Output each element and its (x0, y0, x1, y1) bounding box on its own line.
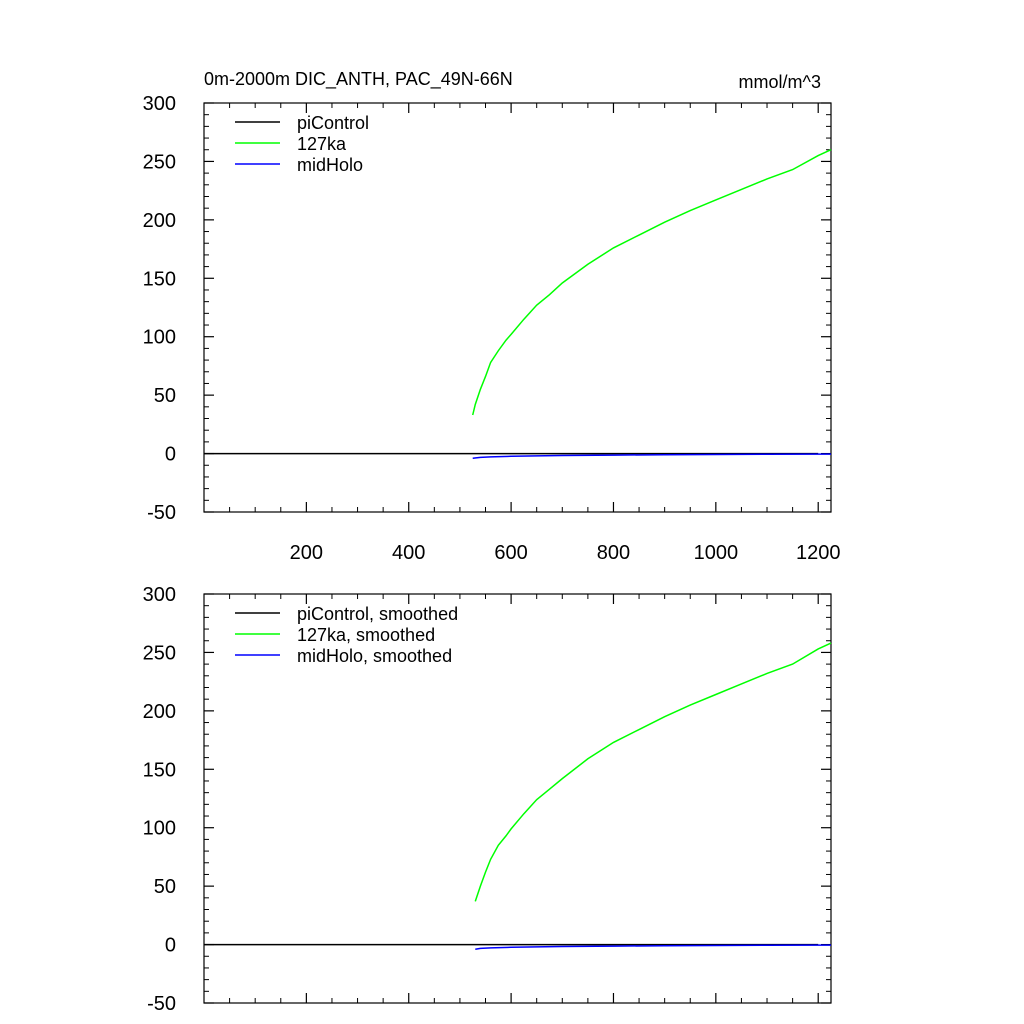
series-line-2 (475, 944, 831, 950)
chart-title: 0m-2000m DIC_ANTH, PAC_49N-66N (204, 69, 513, 90)
y-tick-label: 250 (143, 642, 176, 664)
x-tick-label: 1000 (694, 542, 739, 564)
y-tick-label: 100 (143, 327, 176, 349)
panel-bottom: -50 0 50 100 150 200 250 300 piControl, smoothed… (143, 584, 832, 1015)
x-tick-label: 200 (290, 542, 323, 564)
y-tick-label: 50 (154, 385, 176, 407)
x-tick-label: 400 (392, 542, 425, 564)
series-line-2 (472, 453, 831, 459)
legend-label: 127ka (297, 134, 347, 154)
y-tick-label: 150 (143, 268, 176, 290)
x-tick-label: 1200 (796, 542, 841, 564)
units-label: mmol/m^3 (739, 72, 821, 92)
series-line-1 (474, 642, 832, 902)
y-tick-label: 100 (143, 818, 176, 840)
legend-label: piControl, smoothed (297, 604, 458, 624)
x-tick-label: 600 (494, 542, 527, 564)
plot-frame (203, 593, 832, 1004)
panel-top: 0m-2000m DIC_ANTH, PAC_49N-66N mmol/m^3 -5… (143, 69, 841, 564)
y-tick-label: 200 (143, 210, 176, 232)
y-tick-label: 0 (165, 935, 176, 957)
y-tick-label: 50 (154, 876, 176, 898)
legend-label: midHolo (297, 155, 363, 175)
y-tick-label: 300 (143, 93, 176, 115)
y-tick-label: -50 (147, 502, 176, 524)
y-tick-label: -50 (147, 993, 176, 1015)
series-line-1 (471, 149, 832, 416)
y-tick-label: 150 (143, 759, 176, 781)
x-tick-label: 800 (597, 542, 630, 564)
y-tick-label: 0 (165, 444, 176, 466)
plot-frame (203, 102, 832, 513)
y-tick-label: 250 (143, 151, 176, 173)
legend-label: midHolo, smoothed (297, 646, 452, 666)
y-tick-label: 200 (143, 701, 176, 723)
legend-label: piControl (297, 113, 369, 133)
legend-label: 127ka, smoothed (297, 625, 435, 645)
y-tick-label: 300 (143, 584, 176, 606)
